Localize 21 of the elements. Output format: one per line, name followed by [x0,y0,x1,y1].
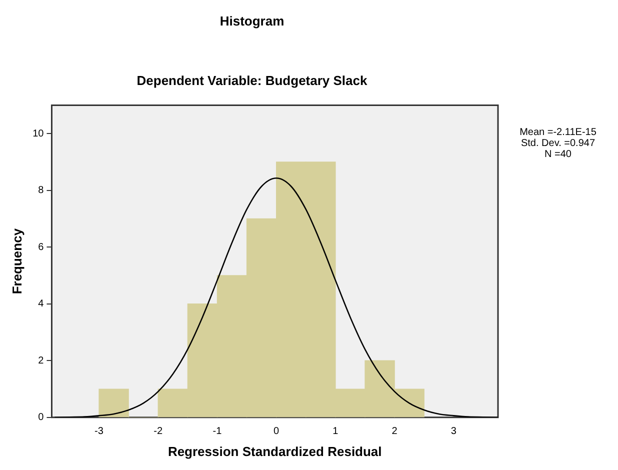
y-tick-label: 2 [38,355,44,366]
text: Std. Dev. =0.947 [520,138,596,149]
y-tick-label: 6 [38,242,44,253]
x-tick-label: 3 [450,426,457,438]
chart-subtitle: Dependent Variable: Budgetary Slack [136,72,368,88]
x-tick-label: 0 [274,426,280,438]
line-series [54,177,498,418]
x-tick-label: 1 [332,426,339,438]
x-axis-title: Regression Standardized Residual [168,444,382,459]
x-tick-label: -3 [94,426,104,438]
x-tick-label: -1 [212,426,222,438]
x-tick-label: 2 [392,426,398,438]
x-tick-label: -2 [154,426,163,438]
chart-title: Histogram [220,13,284,28]
y-tick-label: 10 [32,128,44,140]
text: Mean =-2.11E-15 [520,126,597,138]
y-tick-label: 4 [38,298,44,310]
text: N =40 [544,148,572,160]
y-tick-label: 0 [38,412,44,424]
y-axis-title: Frequency [9,228,24,294]
y-tick-label: 8 [38,185,44,196]
